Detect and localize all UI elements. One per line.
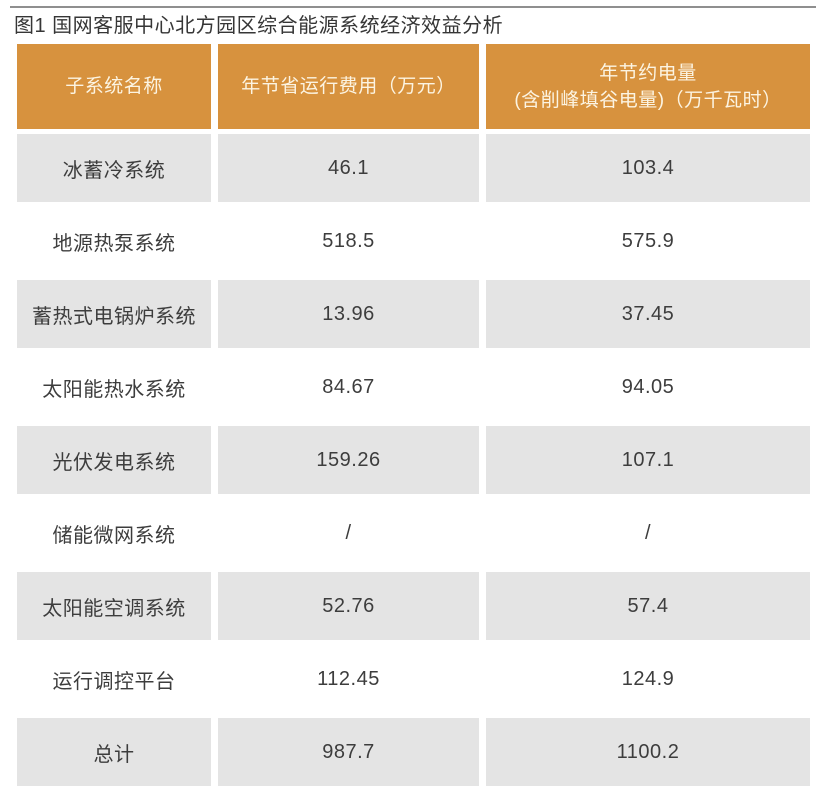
- cost-value-cell: 52.76: [218, 572, 479, 640]
- subsystem-name-cell: 总计: [17, 718, 211, 786]
- subsystem-name-cell: 太阳能热水系统: [17, 353, 211, 421]
- table-row: 冰蓄冷系统 46.1 103.4: [17, 134, 810, 202]
- economic-benefit-table: 子系统名称 年节省运行费用（万元） 年节约电量 (含削峰填谷电量)（万千瓦时） …: [17, 44, 810, 791]
- header-annual-power-saving-line1: 年节约电量: [599, 62, 697, 84]
- cost-value-cell: 84.67: [218, 353, 479, 421]
- subsystem-name-cell: 蓄热式电锅炉系统: [17, 280, 211, 348]
- subsystem-name-cell: 太阳能空调系统: [17, 572, 211, 640]
- power-value-cell: 124.9: [486, 645, 810, 713]
- subsystem-name-cell: 光伏发电系统: [17, 426, 211, 494]
- cost-value-cell: 987.7: [218, 718, 479, 786]
- cost-value-cell: 13.96: [218, 280, 479, 348]
- power-value-cell: 1100.2: [486, 718, 810, 786]
- cost-value-cell: /: [218, 499, 479, 567]
- header-subsystem-name: 子系统名称: [17, 44, 211, 129]
- table-row-total: 总计 987.7 1100.2: [17, 718, 810, 786]
- table-row: 蓄热式电锅炉系统 13.96 37.45: [17, 280, 810, 348]
- subsystem-name-cell: 冰蓄冷系统: [17, 134, 211, 202]
- header-annual-cost-saving-label: 年节省运行费用（万元）: [241, 76, 456, 97]
- table-row: 储能微网系统 / /: [17, 499, 810, 567]
- table-row: 光伏发电系统 159.26 107.1: [17, 426, 810, 494]
- page-title: 图1 国网客服中心北方园区综合能源系统经济效益分析: [14, 15, 504, 37]
- table-row: 运行调控平台 112.45 124.9: [17, 645, 810, 713]
- table-row: 地源热泵系统 518.5 575.9: [17, 207, 810, 275]
- subsystem-name-cell: 运行调控平台: [17, 645, 211, 713]
- header-annual-power-saving-line2: (含削峰填谷电量)（万千瓦时）: [514, 89, 782, 111]
- subsystem-name-cell: 地源热泵系统: [17, 207, 211, 275]
- table-header-row: 子系统名称 年节省运行费用（万元） 年节约电量 (含削峰填谷电量)（万千瓦时）: [17, 44, 810, 129]
- header-subsystem-name-label: 子系统名称: [65, 76, 163, 97]
- cost-value-cell: 112.45: [218, 645, 479, 713]
- power-value-cell: 57.4: [486, 572, 810, 640]
- power-value-cell: 94.05: [486, 353, 810, 421]
- header-annual-power-saving: 年节约电量 (含削峰填谷电量)（万千瓦时）: [486, 44, 810, 129]
- power-value-cell: /: [486, 499, 810, 567]
- header-annual-cost-saving: 年节省运行费用（万元）: [218, 44, 479, 129]
- table-row: 太阳能热水系统 84.67 94.05: [17, 353, 810, 421]
- power-value-cell: 575.9: [486, 207, 810, 275]
- cost-value-cell: 159.26: [218, 426, 479, 494]
- table-row: 太阳能空调系统 52.76 57.4: [17, 572, 810, 640]
- subsystem-name-cell: 储能微网系统: [17, 499, 211, 567]
- power-value-cell: 107.1: [486, 426, 810, 494]
- power-value-cell: 37.45: [486, 280, 810, 348]
- top-rule: [10, 6, 816, 8]
- power-value-cell: 103.4: [486, 134, 810, 202]
- cost-value-cell: 518.5: [218, 207, 479, 275]
- cost-value-cell: 46.1: [218, 134, 479, 202]
